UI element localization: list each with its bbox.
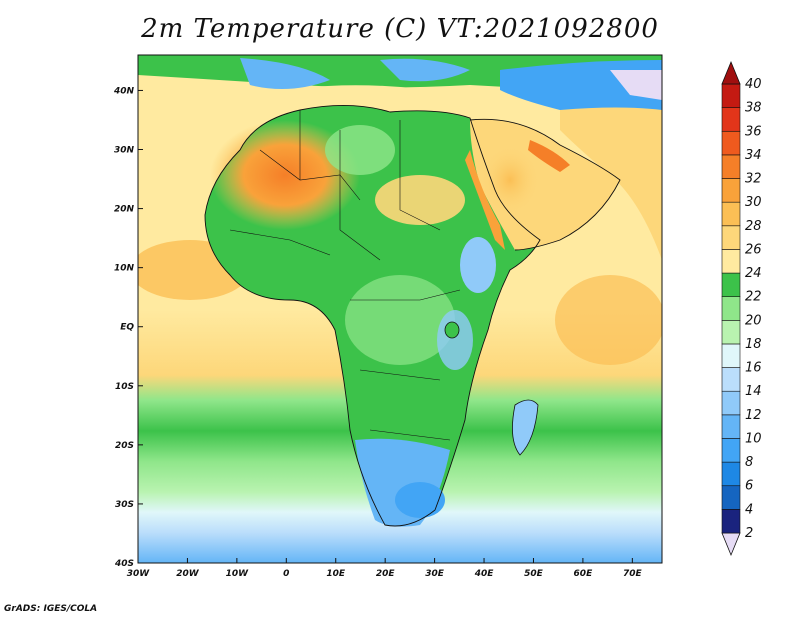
sahara-hot-region — [210, 120, 360, 230]
lon-tick-label: 40E — [474, 569, 495, 579]
arabia-hot-region — [480, 145, 540, 215]
central-asia-cold — [610, 70, 662, 100]
colorbar-box — [721, 367, 741, 392]
credit-label: GrADS: IGES/COLA — [4, 604, 98, 614]
colorbar-box — [721, 438, 741, 463]
madagascar-coastline — [512, 399, 539, 456]
lon-tick-label: 20W — [176, 569, 200, 579]
lat-tick-label: 20N — [114, 205, 135, 215]
chart-title: 2m Temperature (C) VT:2021092800 — [141, 14, 659, 44]
map-field — [138, 55, 662, 563]
europe-cool-patches — [240, 58, 470, 89]
lon-tick-label: 50E — [524, 569, 544, 579]
colorbar-label: 36 — [745, 124, 762, 139]
arabia-coastline — [469, 118, 621, 251]
colorbar-label: 8 — [745, 455, 753, 470]
colorbar-label: 34 — [745, 148, 762, 163]
lat-tick-label: 10S — [115, 382, 134, 392]
colorbar-box — [721, 178, 741, 203]
colorbar-label: 4 — [745, 502, 753, 517]
lat-tick-label: 40N — [113, 86, 135, 96]
colorbar-label: 26 — [745, 242, 762, 257]
colorbar-label: 18 — [745, 337, 762, 352]
colorbar-label: 12 — [745, 408, 762, 423]
colorbar-box — [721, 414, 741, 439]
lat-tick-label: 10N — [114, 264, 135, 274]
ethiopian-highlands-cool — [460, 237, 496, 293]
colorbar-box — [721, 485, 741, 510]
lon-tick-label: 0 — [283, 569, 289, 579]
africa-coastline — [204, 105, 541, 527]
colorbar-label: 32 — [745, 172, 762, 187]
colorbar-label: 6 — [745, 479, 753, 494]
country-borders — [229, 110, 461, 441]
colorbar-label: 38 — [745, 101, 762, 116]
colorbar-box — [721, 201, 741, 227]
madagascar — [512, 400, 538, 455]
lake-victoria — [444, 321, 460, 339]
lon-tick-label: 30E — [425, 569, 445, 579]
lon-tick-label: 30W — [127, 569, 151, 579]
colorbar-box — [721, 83, 741, 108]
east-african-highlands-cool — [437, 310, 473, 370]
colorbar-box — [721, 296, 741, 321]
red-sea-hot — [465, 150, 505, 250]
colorbar-label: 24 — [745, 266, 762, 281]
lon-tick-label: 10E — [326, 569, 346, 579]
south-africa-highveld-cold — [395, 482, 445, 518]
colorbar-label: 14 — [745, 384, 762, 399]
lon-tick-label: 60E — [574, 569, 594, 579]
lon-tick-label: 10W — [226, 569, 250, 579]
lon-tick-label: 70E — [623, 569, 643, 579]
longitude-ticks: 30W 20W 10W 0 10E 20E 30E 40E 50E 60E 70E — [127, 558, 643, 579]
lat-tick-label: 30S — [115, 500, 134, 510]
colorbar-label: 40 — [745, 77, 762, 92]
colorbar-box — [721, 461, 741, 487]
colorbar-label: 10 — [745, 431, 762, 446]
colorbar-min-triangle — [721, 532, 741, 557]
colorbar-label: 28 — [745, 219, 762, 234]
colorbar-box — [721, 272, 741, 297]
colorbar-label: 2 — [745, 526, 753, 541]
libya-mild-region — [325, 125, 395, 175]
colorbar-box — [721, 154, 741, 179]
colorbar-max-triangle — [721, 60, 741, 85]
colorbar-label: 30 — [745, 195, 762, 210]
central-africa-mild — [345, 275, 455, 365]
colorbar-label: 22 — [745, 290, 762, 305]
indian-ocean-warm-pool — [555, 275, 662, 365]
colorbar-box — [721, 343, 741, 368]
colorbar-label: 16 — [745, 361, 762, 376]
colorbar-box — [721, 107, 741, 132]
iran-region — [560, 107, 662, 260]
persian-gulf-hot — [528, 140, 570, 172]
lat-tick-label: 30N — [114, 146, 135, 156]
colorbar-box — [721, 509, 741, 534]
lat-tick-label: 20S — [115, 441, 134, 451]
colorbar-box — [721, 130, 741, 156]
lat-tick-label: 40S — [114, 559, 134, 569]
colorbar-box — [721, 320, 741, 345]
lon-tick-label: 20E — [376, 569, 396, 579]
latitude-ticks: 40N 30N 20N 10N EQ 10S 20S 30S 40S — [113, 86, 143, 569]
colorbar-box — [721, 390, 741, 416]
colorbar-box — [721, 249, 741, 274]
colorbar-label: 20 — [745, 313, 762, 328]
lat-tick-label: EQ — [120, 323, 134, 333]
colorbar-box — [721, 225, 741, 250]
sudan-warm-region — [375, 175, 465, 225]
plot-frame — [137, 54, 663, 564]
